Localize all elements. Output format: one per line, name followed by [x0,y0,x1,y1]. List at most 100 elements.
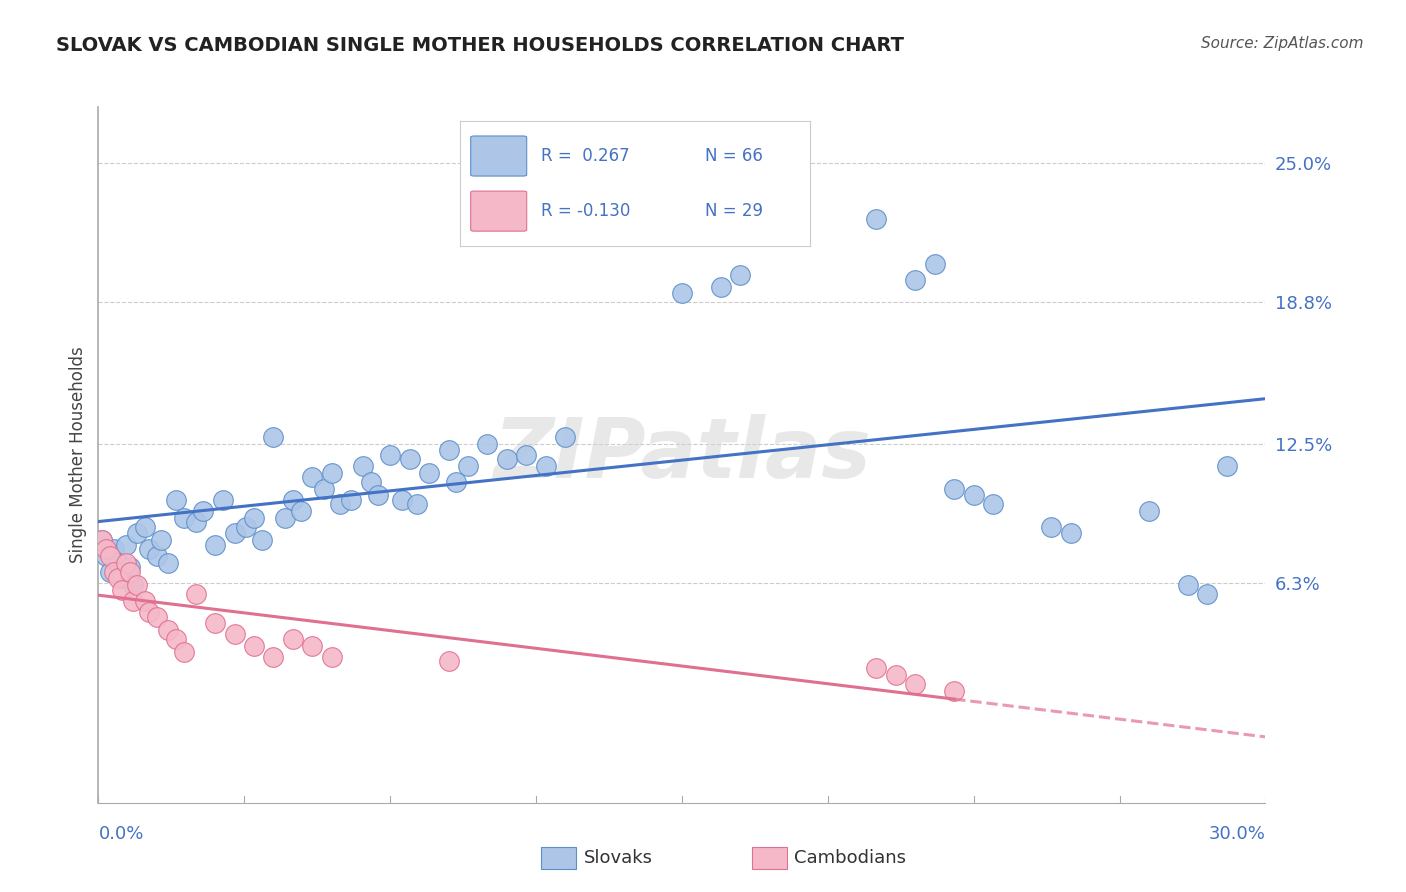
Point [477,436,499,450]
Point [114,556,136,570]
Point [224,627,246,641]
Point [122,578,145,592]
Point [235,520,257,534]
Point [134,520,156,534]
Point [671,286,693,301]
Point [391,492,413,507]
Point [146,549,169,563]
Point [981,497,1004,511]
Point [865,661,887,675]
Point [943,482,966,496]
Point [1215,459,1237,474]
Point [496,452,519,467]
Text: ZIPatlas: ZIPatlas [494,415,870,495]
Point [118,565,141,579]
Point [127,578,149,592]
Point [865,212,887,227]
Point [134,594,156,608]
Point [281,632,304,646]
Y-axis label: Single Mother Households: Single Mother Households [69,347,87,563]
Point [103,542,125,557]
Point [515,448,537,462]
Point [173,510,195,524]
Point [165,632,187,646]
Point [122,594,145,608]
Point [107,571,129,585]
Point [1177,578,1199,592]
Text: 30.0%: 30.0% [1209,825,1265,843]
Point [301,470,323,484]
Text: 0.0%: 0.0% [98,825,143,843]
Point [91,533,114,548]
Point [96,542,118,557]
Point [312,482,335,496]
Point [904,677,927,691]
Point [1060,526,1083,541]
Point [204,616,226,631]
Point [91,533,114,548]
Point [398,452,420,467]
Point [437,443,460,458]
Point [98,549,121,563]
Point [138,605,160,619]
Point [301,639,323,653]
Point [204,538,226,552]
Point [184,587,207,601]
Point [690,227,713,242]
Point [367,488,389,502]
Point [1195,587,1218,601]
Point [437,654,460,668]
Point [118,560,141,574]
Point [127,526,149,541]
Point [281,492,304,507]
Point [243,510,266,524]
Point [149,533,172,548]
Text: Source: ZipAtlas.com: Source: ZipAtlas.com [1201,36,1364,51]
Point [380,448,402,462]
Point [193,504,215,518]
Point [340,492,363,507]
Point [96,549,118,563]
Point [146,609,169,624]
Point [138,542,160,557]
Point [111,582,134,597]
Point [962,488,984,502]
Point [157,556,180,570]
Point [184,515,207,529]
Point [884,668,907,682]
Point [943,683,966,698]
Point [554,430,576,444]
Point [107,556,129,570]
Point [212,492,235,507]
Point [1137,504,1160,518]
Point [173,645,195,659]
Point [114,538,136,552]
Point [98,565,121,579]
Point [321,466,343,480]
Point [924,257,946,271]
Text: Cambodians: Cambodians [794,849,907,867]
Point [224,526,246,541]
Point [534,459,557,474]
Point [418,466,440,480]
Point [103,565,125,579]
Point [446,475,468,489]
Point [352,459,374,474]
Point [406,497,429,511]
Point [360,475,382,489]
Point [1040,520,1063,534]
Text: Slovaks: Slovaks [583,849,652,867]
Point [250,533,273,548]
Point [457,459,479,474]
Point [710,279,733,293]
Point [321,649,343,664]
Text: SLOVAK VS CAMBODIAN SINGLE MOTHER HOUSEHOLDS CORRELATION CHART: SLOVAK VS CAMBODIAN SINGLE MOTHER HOUSEH… [56,36,904,54]
Point [730,268,752,283]
Point [262,430,284,444]
Point [274,510,297,524]
Point [904,273,927,287]
Point [329,497,352,511]
Point [111,571,134,585]
Point [157,623,180,637]
Point [165,492,187,507]
